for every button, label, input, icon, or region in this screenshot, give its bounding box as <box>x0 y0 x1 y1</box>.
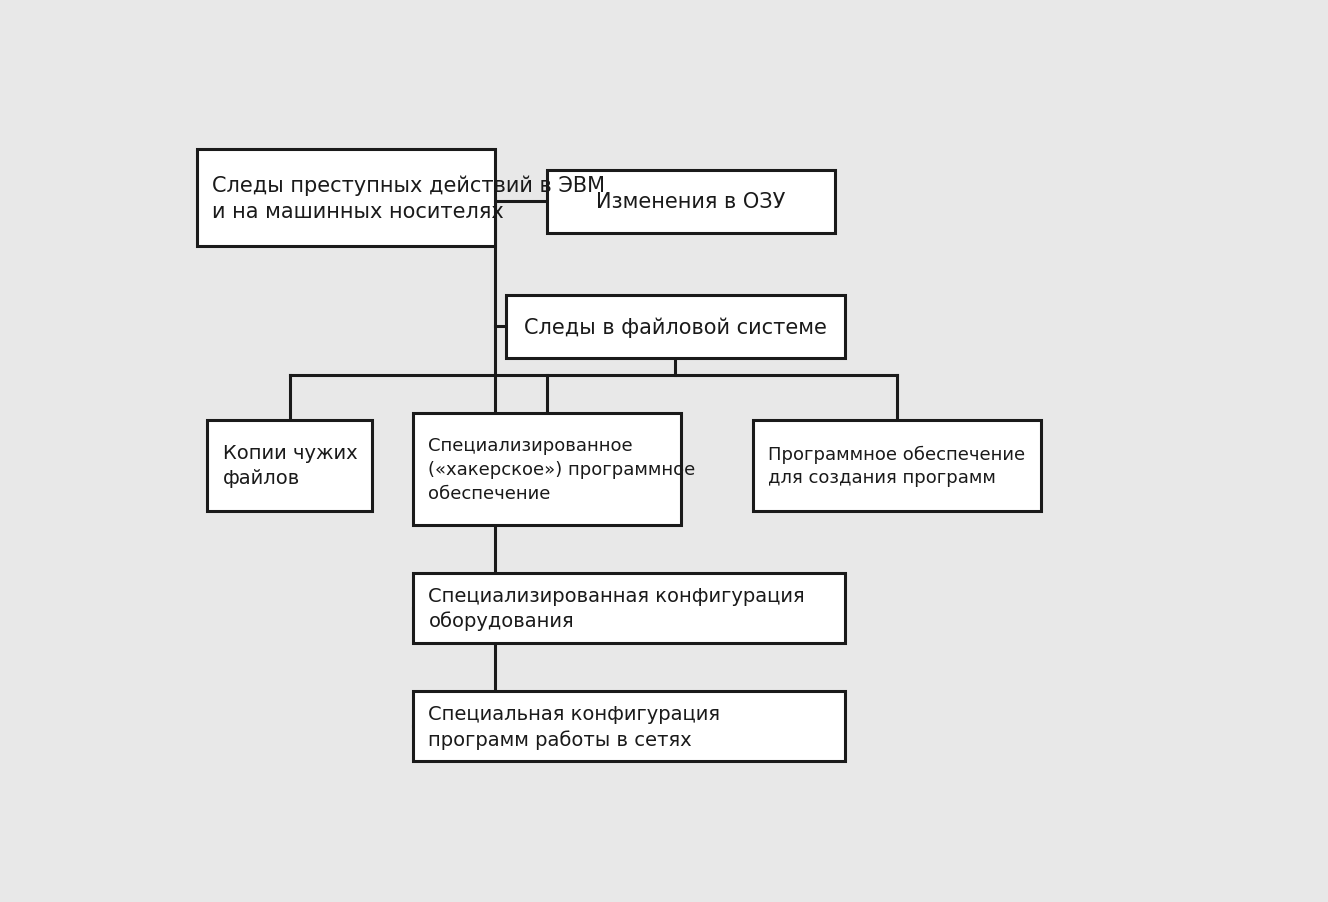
FancyBboxPatch shape <box>413 414 681 525</box>
FancyBboxPatch shape <box>413 692 845 761</box>
Text: Специальная конфигурация
программ работы в сетях: Специальная конфигурация программ работы… <box>429 704 721 749</box>
Text: Программное обеспечение
для создания программ: Программное обеспечение для создания про… <box>768 445 1025 487</box>
FancyBboxPatch shape <box>547 170 835 234</box>
Text: Следы преступных действий в ЭВМ
и на машинных носителях: Следы преступных действий в ЭВМ и на маш… <box>212 175 606 222</box>
Text: Специализированное
(«хакерское») программное
обеспечение: Специализированное («хакерское») програм… <box>429 437 696 502</box>
Text: Специализированная конфигурация
оборудования: Специализированная конфигурация оборудов… <box>429 586 805 630</box>
Text: Изменения в ОЗУ: Изменения в ОЗУ <box>596 192 786 212</box>
FancyBboxPatch shape <box>413 574 845 643</box>
FancyBboxPatch shape <box>197 150 495 247</box>
FancyBboxPatch shape <box>753 420 1041 511</box>
FancyBboxPatch shape <box>506 296 846 358</box>
Text: Следы в файловой системе: Следы в файловой системе <box>525 317 827 337</box>
FancyBboxPatch shape <box>207 420 372 511</box>
Text: Копии чужих
файлов: Копии чужих файлов <box>223 444 357 488</box>
